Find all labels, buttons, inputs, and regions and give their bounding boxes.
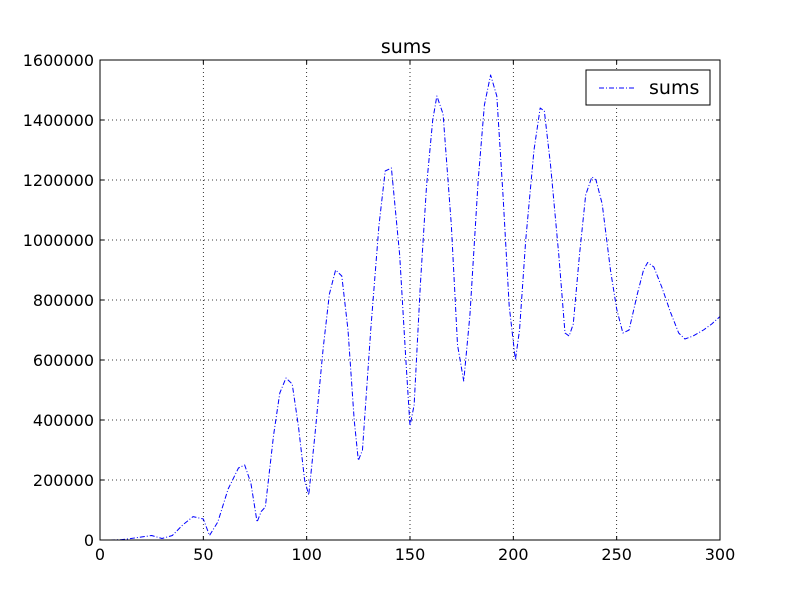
ticks xyxy=(99,59,721,541)
x-tick-label: 0 xyxy=(95,545,105,564)
x-tick-label: 150 xyxy=(395,545,426,564)
x-tick-label: 200 xyxy=(498,545,529,564)
y-tick-label: 600000 xyxy=(33,351,94,370)
y-tick-label: 0 xyxy=(84,531,94,550)
y-tick-label: 1600000 xyxy=(23,51,94,70)
x-tick-label: 100 xyxy=(291,545,322,564)
y-tick-label: 1200000 xyxy=(23,171,94,190)
y-tick-label: 1000000 xyxy=(23,231,94,250)
grid xyxy=(100,60,720,540)
x-tick-label: 300 xyxy=(705,545,736,564)
series-line-sums xyxy=(99,74,721,541)
y-tick-label: 800000 xyxy=(33,291,94,310)
chart-title: sums xyxy=(381,36,431,58)
x-tick-label: 50 xyxy=(193,545,213,564)
y-tick-label: 1400000 xyxy=(23,111,94,130)
y-tick-label: 200000 xyxy=(33,471,94,490)
y-tick-label: 400000 xyxy=(33,411,94,430)
x-tick-label: 250 xyxy=(601,545,632,564)
y-tick-labels: 0 200000 400000 600000 800000 1000000 1200000 1… xyxy=(23,51,94,550)
legend: sums xyxy=(585,69,711,106)
series-layer xyxy=(99,74,721,541)
x-tick-labels: 0 50 100 150 200 250 300 xyxy=(95,545,735,564)
legend-label: sums xyxy=(649,77,699,99)
